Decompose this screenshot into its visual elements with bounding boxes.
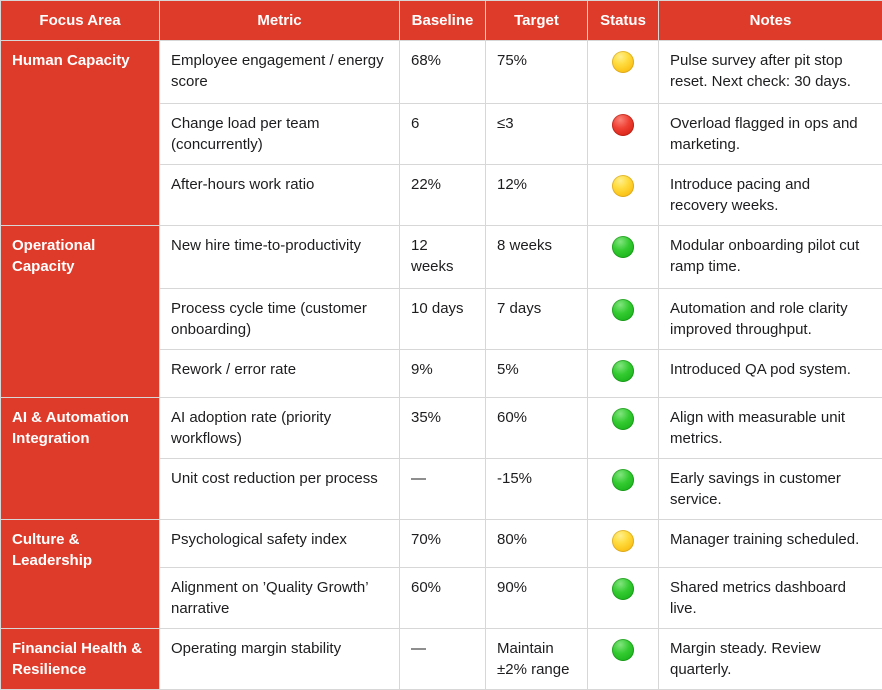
target-cell: 8 weeks <box>486 226 588 289</box>
notes-cell: Pulse survey after pit stop reset. Next … <box>659 41 882 104</box>
status-green-circle-icon <box>612 578 634 600</box>
target-cell: 75% <box>486 41 588 104</box>
column-header-status: Status <box>588 1 659 41</box>
status-yellow-circle-icon <box>612 51 634 73</box>
target-cell: 12% <box>486 165 588 226</box>
focus-area-cell: Culture & Leadership <box>1 520 160 629</box>
column-header-focus-area: Focus Area <box>1 1 160 41</box>
baseline-cell: 60% <box>400 568 486 629</box>
table-header: Focus Area Metric Baseline Target Status… <box>1 1 882 41</box>
notes-cell: Align with measurable unit metrics. <box>659 398 882 459</box>
focus-area-cell: Financial Health & Resilience <box>1 629 160 690</box>
metric-cell: New hire time-to-productivity <box>160 226 400 289</box>
status-cell <box>588 568 659 629</box>
focus-area-cell: AI & Automation Integration <box>1 398 160 520</box>
target-cell: ≤3 <box>486 104 588 165</box>
notes-cell: Shared metrics dashboard live. <box>659 568 882 629</box>
metric-cell: Operating margin stability <box>160 629 400 690</box>
status-red-circle-icon <box>612 114 634 136</box>
focus-area-cell: Human Capacity <box>1 41 160 226</box>
status-cell <box>588 226 659 289</box>
baseline-cell: 9% <box>400 350 486 398</box>
column-header-notes: Notes <box>659 1 882 41</box>
status-green-circle-icon <box>612 299 634 321</box>
target-cell: -15% <box>486 459 588 520</box>
metric-cell: Change load per team (concurrently) <box>160 104 400 165</box>
status-cell <box>588 398 659 459</box>
baseline-cell: 12 weeks <box>400 226 486 289</box>
metric-cell: Psychological safety index <box>160 520 400 568</box>
notes-cell: Introduce pacing and recovery weeks. <box>659 165 882 226</box>
metric-cell: Employee engagement / energy score <box>160 41 400 104</box>
baseline-cell: 70% <box>400 520 486 568</box>
status-cell <box>588 289 659 350</box>
baseline-cell: — <box>400 629 486 690</box>
status-green-circle-icon <box>612 408 634 430</box>
baseline-cell: 68% <box>400 41 486 104</box>
status-cell <box>588 104 659 165</box>
status-cell <box>588 350 659 398</box>
status-green-circle-icon <box>612 639 634 661</box>
baseline-cell: 6 <box>400 104 486 165</box>
status-yellow-circle-icon <box>612 530 634 552</box>
column-header-target: Target <box>486 1 588 41</box>
focus-area-cell: Operational Capacity <box>1 226 160 398</box>
target-cell: 60% <box>486 398 588 459</box>
status-cell <box>588 459 659 520</box>
target-cell: 90% <box>486 568 588 629</box>
metric-cell: Alignment on ’Quality Growth’ narrative <box>160 568 400 629</box>
target-cell: Maintain ±2% range <box>486 629 588 690</box>
metric-cell: AI adoption rate (priority workflows) <box>160 398 400 459</box>
status-yellow-circle-icon <box>612 175 634 197</box>
target-cell: 7 days <box>486 289 588 350</box>
notes-cell: Manager training scheduled. <box>659 520 882 568</box>
column-header-baseline: Baseline <box>400 1 486 41</box>
notes-cell: Early savings in customer service. <box>659 459 882 520</box>
baseline-cell: 10 days <box>400 289 486 350</box>
header-row: Focus Area Metric Baseline Target Status… <box>1 1 882 41</box>
status-cell <box>588 629 659 690</box>
metric-cell: After-hours work ratio <box>160 165 400 226</box>
notes-cell: Automation and role clarity improved thr… <box>659 289 882 350</box>
metric-cell: Unit cost reduction per process <box>160 459 400 520</box>
baseline-cell: — <box>400 459 486 520</box>
column-header-metric: Metric <box>160 1 400 41</box>
notes-cell: Overload flagged in ops and marketing. <box>659 104 882 165</box>
notes-cell: Introduced QA pod system. <box>659 350 882 398</box>
metric-cell: Rework / error rate <box>160 350 400 398</box>
metric-cell: Process cycle time (customer onboarding) <box>160 289 400 350</box>
status-cell <box>588 41 659 104</box>
status-green-circle-icon <box>612 360 634 382</box>
status-green-circle-icon <box>612 236 634 258</box>
baseline-cell: 35% <box>400 398 486 459</box>
notes-cell: Margin steady. Review quarterly. <box>659 629 882 690</box>
notes-cell: Modular onboarding pilot cut ramp time. <box>659 226 882 289</box>
target-cell: 5% <box>486 350 588 398</box>
status-green-circle-icon <box>612 469 634 491</box>
baseline-cell: 22% <box>400 165 486 226</box>
status-cell <box>588 520 659 568</box>
status-cell <box>588 165 659 226</box>
target-cell: 80% <box>486 520 588 568</box>
